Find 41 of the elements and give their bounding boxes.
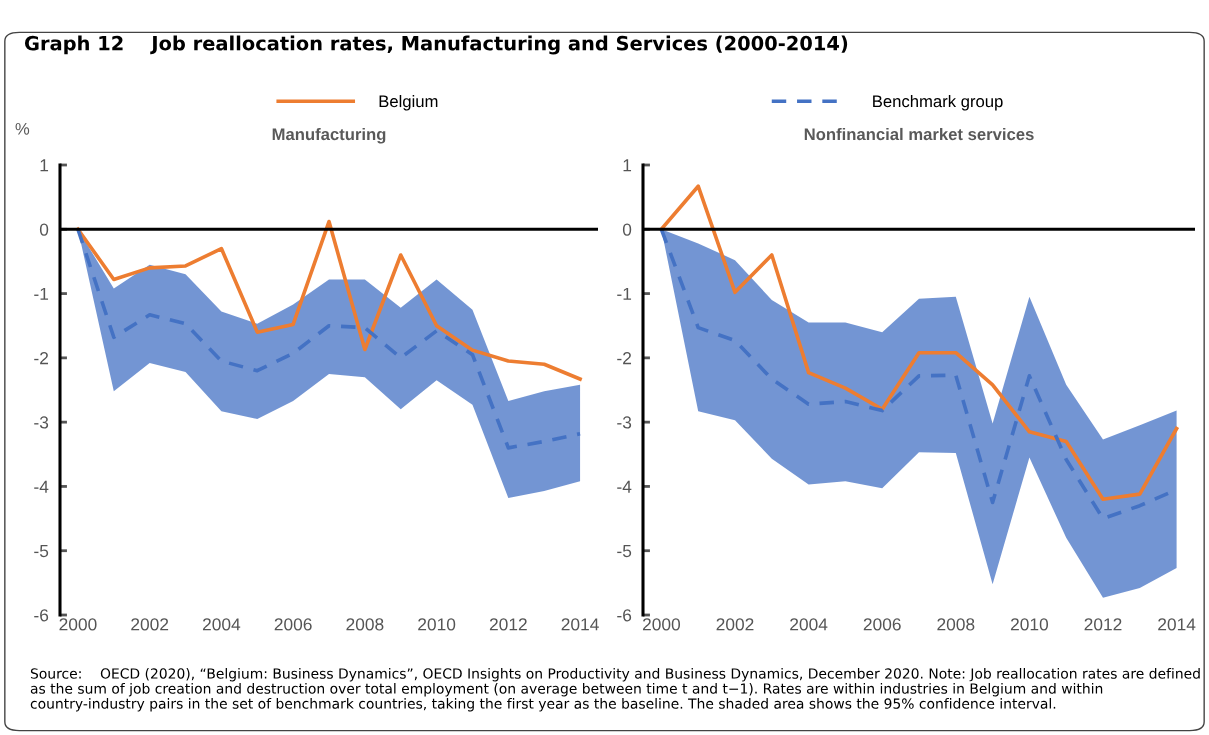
x-tick-label: 2008	[937, 618, 975, 631]
y-tick-label: -6	[34, 609, 49, 622]
y-tick-label: -2	[34, 352, 49, 365]
line-series	[76, 219, 582, 381]
x-tick-label: 2000	[59, 618, 97, 631]
x-tick-label: 2014	[1158, 618, 1196, 631]
y-tick-label: 1	[40, 159, 49, 172]
y-tick-label: -6	[617, 609, 632, 622]
x-tick-label: 2010	[418, 618, 456, 631]
legend-label: Benchmark group	[873, 95, 1003, 111]
chart-title: Manufacturing	[272, 127, 386, 144]
x-tick-label: 2010	[1010, 618, 1049, 631]
y-tick-label: -4	[34, 480, 49, 493]
y-tick-label: 0	[39, 223, 49, 236]
y-tick-label: 0	[622, 223, 632, 236]
x-tick-label: 2014	[561, 618, 599, 631]
x-tick-label: 2006	[863, 618, 901, 631]
x-tick-label: 2004	[202, 618, 241, 631]
caption: Graph 12 Job reallocation rates, Manufacturing and Services (2000-2014)	[24, 35, 848, 55]
x-tick-label: 2002	[131, 618, 169, 631]
line-series	[659, 184, 1179, 502]
x-tick-label: 2004	[790, 618, 828, 631]
x-tick-label: 2000	[642, 618, 681, 631]
y-tick-label: -1	[617, 287, 632, 300]
x-tick-label: 2008	[346, 618, 384, 631]
source-note: Source: OECD (2020), “Belgium: Business Dynamics”, OECD Insights on Productivity and Business Dynamics, December 2020. Note: Job reallocation rates are defined as the sum of job creation and destruction over total employment (on average between time t and t−1). Rates are within industries in Belgium and within country-industry pairs in the set of benchmark countries, taking the first year as the baseline. The shaded area shows the 95% confidence interval.	[30, 668, 1200, 712]
y-tick-label: -5	[34, 545, 49, 558]
y-tick-label: -2	[617, 352, 632, 365]
legend-label: Belgium	[379, 95, 438, 111]
x-tick-label: 2012	[489, 618, 527, 631]
y-tick-label: 1	[623, 159, 632, 172]
x-tick-label: 2002	[716, 618, 754, 631]
y-tick-label: -1	[34, 287, 49, 300]
y-tick-label: -3	[617, 416, 632, 429]
y-tick-label: -5	[617, 545, 632, 558]
x-tick-label: 2012	[1084, 618, 1122, 631]
chart-title: Nonfinancial market services	[804, 127, 1034, 141]
y-tick-label: -3	[34, 416, 49, 429]
x-tick-label: 2006	[274, 618, 312, 631]
y-axis-title: %	[15, 122, 30, 135]
y-tick-label: -4	[617, 480, 632, 493]
